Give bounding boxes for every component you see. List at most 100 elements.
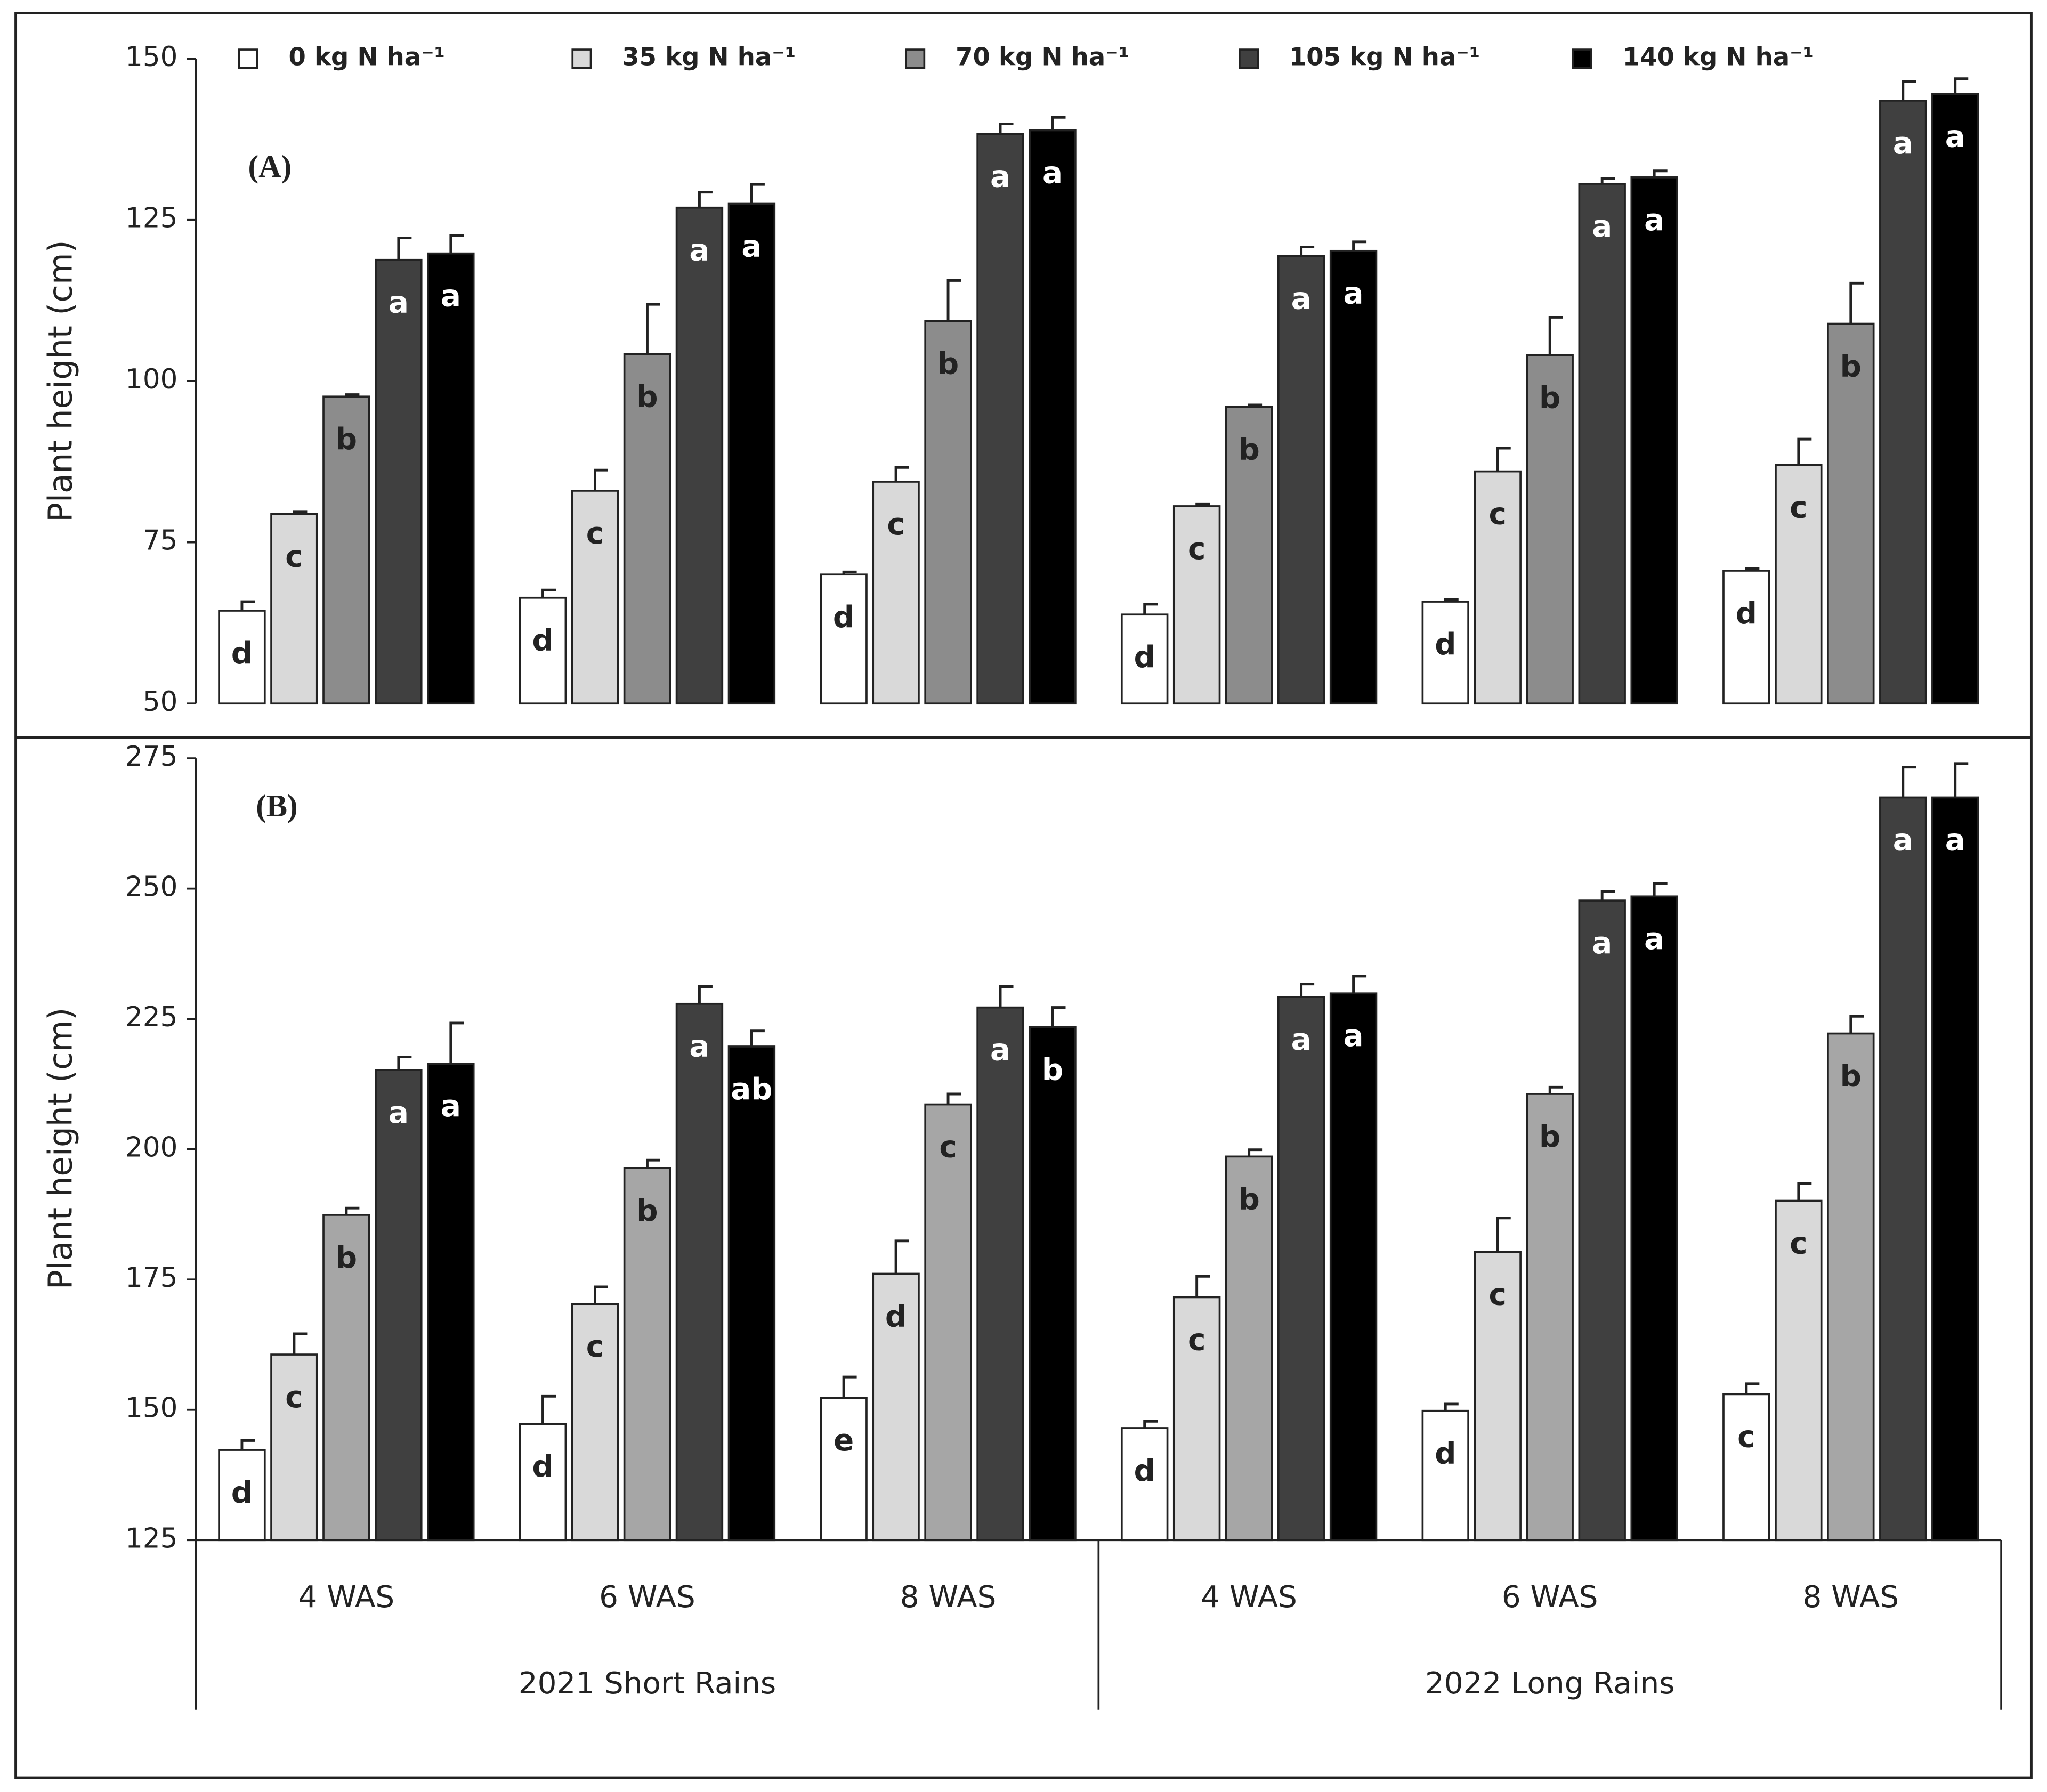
- bar: [1931, 796, 1979, 1542]
- bar: [1329, 249, 1378, 705]
- x-tick-label: 8 WAS: [1802, 1580, 1899, 1615]
- significance-letter: c: [1737, 1420, 1755, 1454]
- significance-letter: b: [1539, 1120, 1560, 1154]
- bar: [519, 596, 567, 705]
- bar: [1277, 255, 1325, 705]
- error-bar: [1902, 80, 1916, 101]
- bar: [1827, 322, 1875, 705]
- significance-letter: b: [636, 379, 658, 414]
- error-bar: [1352, 240, 1367, 251]
- significance-letter: c: [586, 516, 604, 551]
- significance-letter: a: [1945, 120, 1965, 155]
- bar: [1474, 1251, 1522, 1542]
- legend-swatch: [571, 48, 592, 69]
- error-bar: [646, 303, 660, 354]
- bar: [820, 573, 868, 705]
- significance-letter: b: [636, 1194, 658, 1228]
- significance-letter: c: [939, 1130, 957, 1164]
- significance-letter: d: [1435, 1437, 1456, 1471]
- x-tick-label: 8 WAS: [900, 1580, 997, 1615]
- error-bar: [894, 1239, 909, 1274]
- significance-letter: a: [1042, 156, 1063, 190]
- bar: [218, 1449, 266, 1542]
- y-tick-label: 125: [125, 202, 177, 234]
- bar: [1474, 470, 1522, 705]
- error-bar: [240, 1439, 255, 1450]
- y-tick-label: 150: [125, 1392, 177, 1424]
- bar: [1225, 406, 1273, 705]
- significance-letter: b: [336, 1240, 357, 1275]
- y-axis-title: Plant height (cm): [42, 240, 79, 522]
- legend-label: 105 kg N ha⁻¹: [1289, 43, 1480, 71]
- significance-letter: a: [1291, 281, 1312, 316]
- error-bar: [1600, 890, 1615, 901]
- significance-letter: b: [336, 422, 357, 457]
- y-tick-label: 125: [125, 1522, 177, 1554]
- significance-letter: d: [532, 1449, 553, 1484]
- bar: [872, 481, 920, 705]
- legend-label: 35 kg N ha⁻¹: [622, 43, 796, 71]
- significance-letter: a: [1344, 1019, 1364, 1053]
- error-bar: [1902, 766, 1916, 798]
- x-tick-label: 4 WAS: [298, 1580, 395, 1615]
- bar: [427, 252, 475, 705]
- bar: [571, 490, 619, 705]
- bar: [1827, 1032, 1875, 1542]
- error-bar: [1653, 882, 1668, 897]
- error-bar: [999, 122, 1014, 134]
- error-bar: [1051, 116, 1066, 131]
- error-bar: [1548, 315, 1563, 355]
- bar: [270, 513, 318, 705]
- bar: [976, 133, 1024, 705]
- significance-letter: a: [1644, 203, 1664, 238]
- bar: [820, 1397, 868, 1542]
- error-bar: [1954, 77, 1969, 94]
- error-bar: [1143, 1420, 1158, 1428]
- significance-letter: a: [441, 1089, 461, 1124]
- y-tick-label: 150: [125, 41, 177, 73]
- significance-letter: d: [1134, 640, 1155, 675]
- bar: [1526, 1093, 1574, 1542]
- error-bar: [750, 1029, 765, 1047]
- y-tick-label: 100: [125, 363, 177, 395]
- error-bar: [1548, 1085, 1563, 1094]
- error-bar: [1248, 1148, 1263, 1157]
- error-bar: [750, 183, 765, 204]
- error-bar: [1797, 1182, 1812, 1201]
- bar: [270, 1353, 318, 1542]
- bar: [322, 1214, 370, 1542]
- panel-label: (A): [248, 149, 292, 184]
- error-bar: [594, 468, 608, 491]
- error-bar: [397, 1056, 412, 1071]
- significance-letter: a: [441, 279, 461, 314]
- bar: [1120, 1427, 1169, 1542]
- significance-letter: a: [1893, 126, 1913, 161]
- outer-frame: [14, 12, 2033, 1779]
- significance-letter: a: [1592, 926, 1612, 961]
- error-bar: [1849, 1015, 1864, 1034]
- legend-label: 0 kg N ha⁻¹: [288, 43, 445, 71]
- significance-letter: a: [1644, 922, 1664, 956]
- error-bar: [1300, 983, 1315, 998]
- bar: [1722, 570, 1770, 705]
- bar: [623, 1167, 671, 1542]
- significance-letter: b: [1539, 381, 1560, 416]
- bar: [1329, 992, 1378, 1542]
- error-bar: [646, 1158, 660, 1168]
- bar: [427, 1063, 475, 1542]
- error-bar: [1653, 169, 1668, 177]
- error-bar: [698, 191, 713, 208]
- significance-letter: d: [231, 636, 253, 671]
- error-bar: [1954, 762, 1969, 798]
- significance-letter: e: [834, 1423, 854, 1458]
- significance-letter: c: [285, 1380, 303, 1415]
- error-bar: [1496, 447, 1511, 472]
- significance-letter: b: [1840, 1059, 1862, 1093]
- significance-letter: c: [1188, 1323, 1205, 1357]
- error-bar: [1849, 281, 1864, 324]
- bar: [1120, 613, 1169, 705]
- bar: [727, 202, 776, 705]
- bar: [1722, 1393, 1770, 1542]
- significance-letter: c: [285, 539, 303, 574]
- bar: [218, 610, 266, 705]
